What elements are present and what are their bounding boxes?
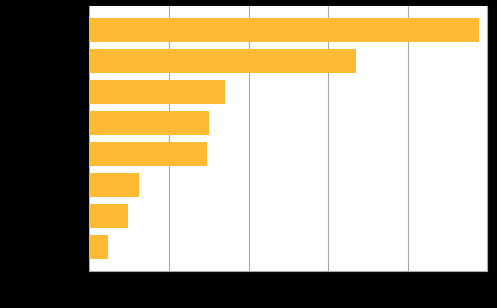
Bar — [89, 204, 128, 228]
Bar — [89, 142, 207, 166]
Bar — [89, 18, 479, 42]
Bar — [89, 111, 209, 135]
Bar — [89, 80, 225, 104]
Bar — [89, 49, 356, 73]
Bar — [89, 173, 139, 197]
Bar — [89, 235, 108, 259]
